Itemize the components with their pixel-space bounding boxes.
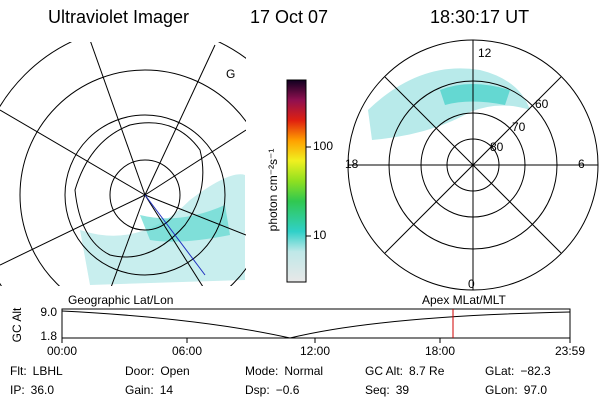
info-value: 36.0 [31, 383, 55, 397]
info-label: GLon: [485, 383, 518, 397]
timeline-title: Geographic Lat/Lon [68, 293, 173, 307]
timeline-title: Apex MLat/MLT [422, 293, 506, 307]
polar-label: 18 [345, 157, 359, 171]
polar-label: 6 [578, 157, 585, 171]
timeline-x-label: 23:59 [555, 344, 585, 358]
info-value: −0.6 [276, 383, 300, 397]
polar-label: 80 [490, 140, 504, 154]
info-value: 39 [396, 383, 410, 397]
polar-label: 0 [468, 277, 475, 291]
info-value: −82.3 [520, 364, 551, 378]
info-label: Mode: [245, 364, 278, 378]
info-value: 8.7 Re [409, 364, 445, 378]
time: 18:30:17 UT [430, 7, 529, 27]
info-label: Flt: [10, 364, 27, 378]
info-label: Seq: [365, 383, 390, 397]
date: 17 Oct 07 [250, 7, 328, 27]
polar-plot [347, 39, 599, 291]
info-label: Gain: [125, 383, 154, 397]
timeline-x-label: 06:00 [172, 344, 202, 358]
timeline-x-label: 00:00 [47, 344, 77, 358]
colorbar-tick: 100 [313, 139, 333, 153]
colorbar-label: photon cm⁻²s⁻¹ [266, 149, 280, 232]
info-value: 97.0 [524, 383, 548, 397]
title: Ultraviolet Imager [48, 7, 189, 27]
colorbar-tick: 10 [313, 228, 327, 242]
altitude-curve [61, 310, 571, 339]
polar-label: 12 [478, 46, 492, 60]
timeline-axis-label: GC Alt [10, 307, 24, 342]
geo-map [0, 42, 246, 286]
polar-label: 60 [535, 97, 549, 111]
map-marker: G [226, 67, 235, 81]
info-label: Door: [125, 364, 154, 378]
timeline-x-label: 12:00 [300, 344, 330, 358]
timeline-box [61, 308, 571, 339]
timeline-x-label: 18:00 [425, 344, 455, 358]
info-value: 14 [160, 383, 174, 397]
info-label: IP: [10, 383, 25, 397]
timeline-y-label: 1.8 [40, 329, 57, 343]
info-value: Open [160, 364, 189, 378]
polar-label: 70 [512, 120, 526, 134]
info-label: Dsp: [245, 383, 270, 397]
timeline-y-label: 9.0 [40, 305, 57, 319]
aurora [140, 205, 230, 242]
info-label: GC Alt: [365, 364, 403, 378]
info-value: Normal [284, 364, 323, 378]
info-label: GLat: [485, 364, 514, 378]
info-value: LBHL [33, 364, 63, 378]
colorbar [286, 79, 307, 283]
